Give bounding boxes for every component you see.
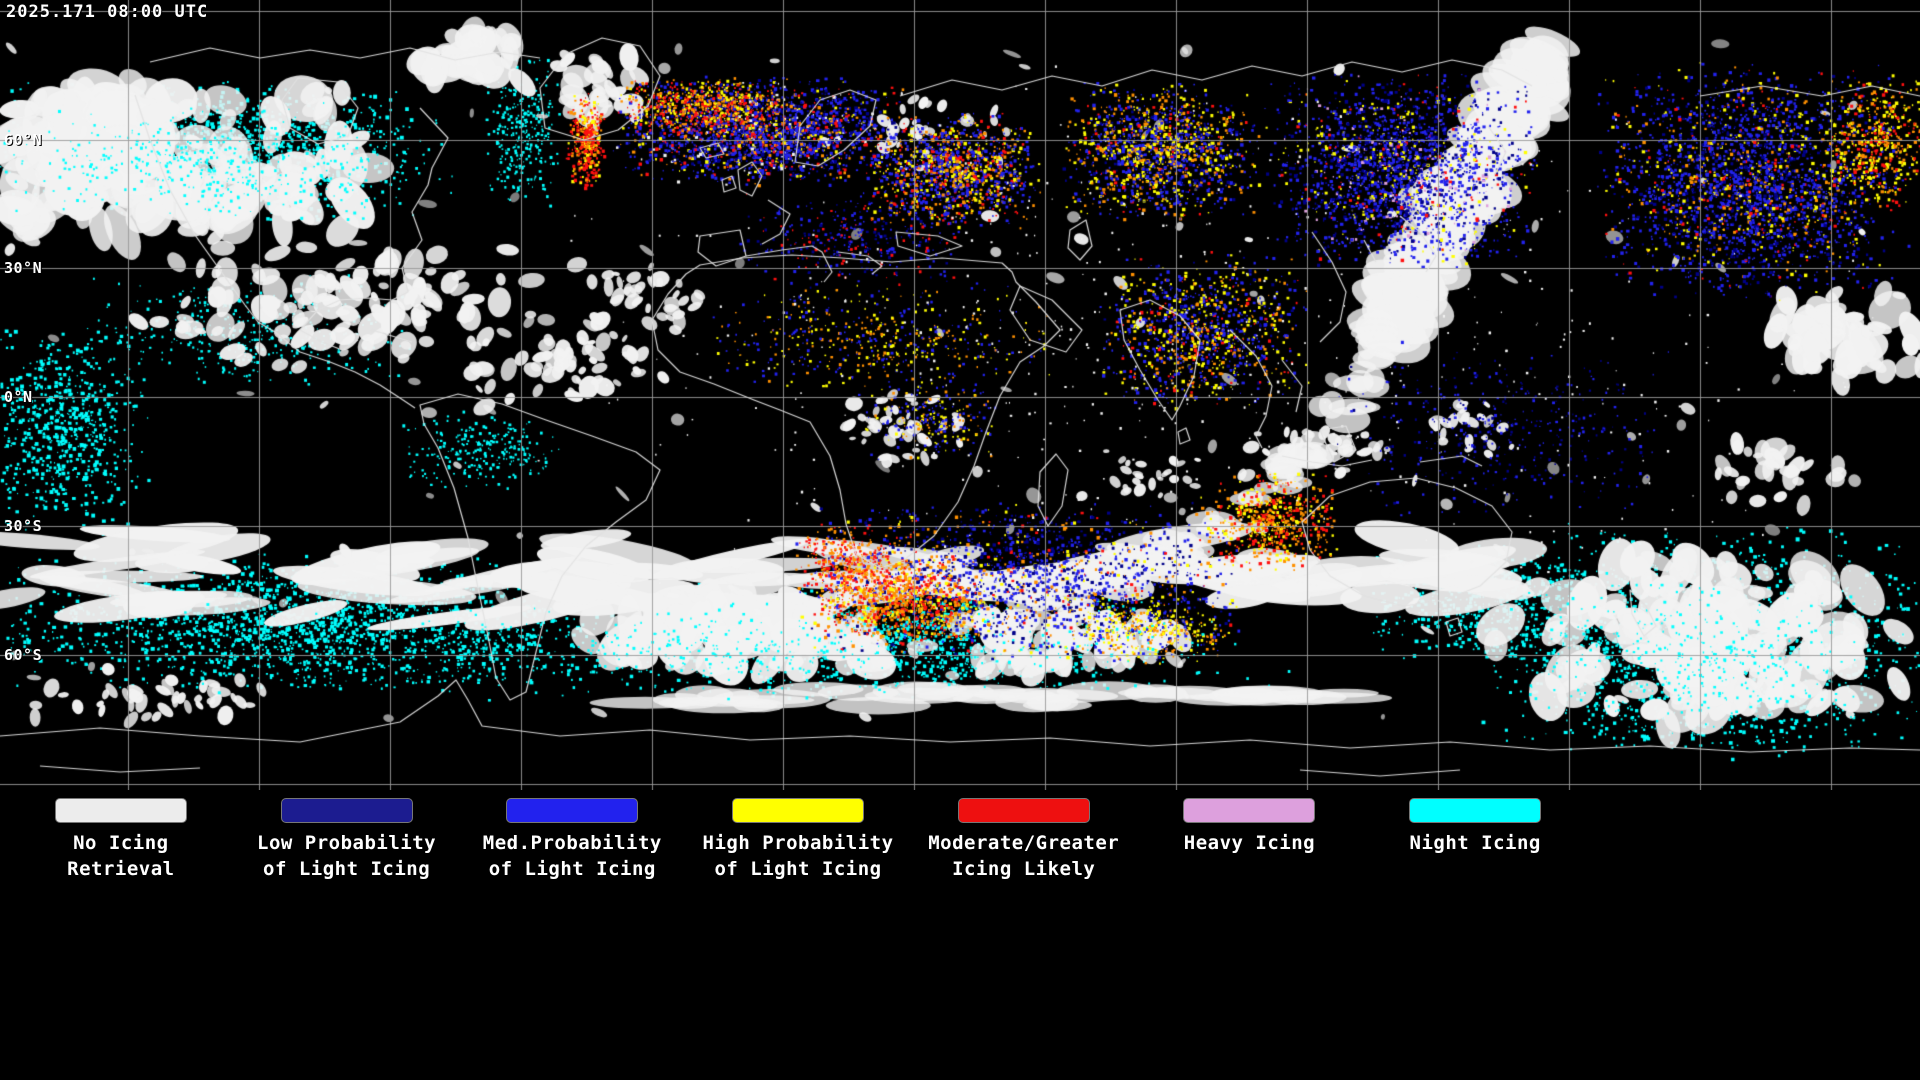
legend-swatch-no-icing-retrieval bbox=[54, 798, 187, 823]
legend-swatch-moderate-greater-icing bbox=[957, 798, 1090, 823]
legend-item-high-probability-light-icing: High Probability of Light Icing bbox=[685, 798, 911, 882]
legend: No Icing Retrieval Low Probability of Light… bbox=[8, 798, 1588, 882]
legend-swatch-low-probability-light-icing bbox=[280, 798, 413, 823]
legend-label: Heavy Icing bbox=[1183, 832, 1316, 854]
legend-swatch-night-icing bbox=[1409, 798, 1542, 823]
legend-label: Moderate/Greater Icing Likely bbox=[928, 832, 1120, 880]
legend-item-moderate-greater-icing: Moderate/Greater Icing Likely bbox=[911, 798, 1137, 882]
legend-item-heavy-icing: Heavy Icing bbox=[1137, 798, 1363, 882]
legend-swatch-high-probability-light-icing bbox=[732, 798, 865, 823]
world-icing-map-canvas bbox=[0, 0, 1920, 790]
legend-label: No Icing Retrieval bbox=[67, 832, 175, 880]
legend-item-no-icing-retrieval: No Icing Retrieval bbox=[8, 798, 234, 882]
legend-label: Night Icing bbox=[1409, 832, 1541, 854]
legend-item-low-probability-light-icing: Low Probability of Light Icing bbox=[234, 798, 460, 882]
legend-label: Med.Probability of Light Icing bbox=[482, 832, 662, 880]
legend-swatch-med-probability-light-icing bbox=[506, 798, 639, 823]
legend-label: High Probability of Light Icing bbox=[702, 832, 894, 880]
legend-item-night-icing: Night Icing bbox=[1362, 798, 1588, 882]
legend-item-med-probability-light-icing: Med.Probability of Light Icing bbox=[459, 798, 685, 882]
legend-swatch-heavy-icing bbox=[1183, 798, 1316, 823]
legend-label: Low Probability of Light Icing bbox=[257, 832, 437, 880]
